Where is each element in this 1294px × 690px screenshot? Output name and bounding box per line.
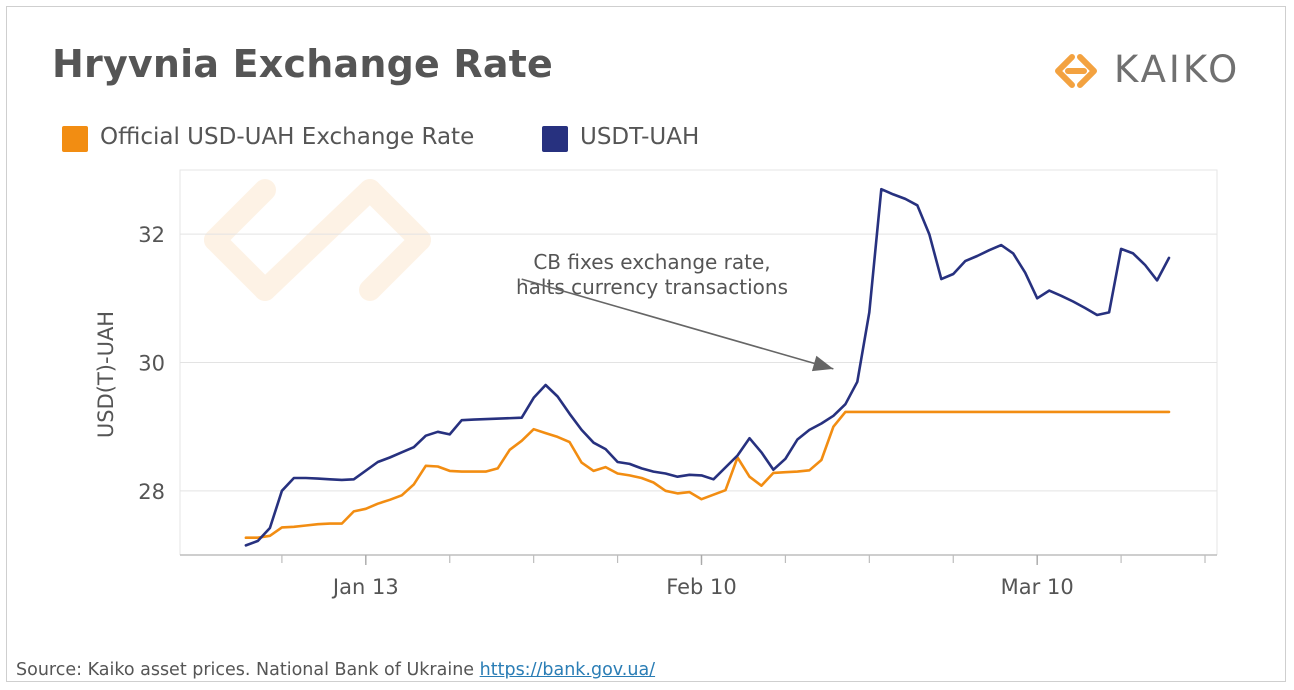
source-link[interactable]: https://bank.gov.ua/ [479, 660, 656, 680]
logo-text: KAIKO [1114, 48, 1241, 91]
source-text: Source: Kaiko asset prices. National Ban… [16, 660, 475, 680]
watermark-logo-icon [204, 179, 431, 301]
y-axis-label: USD(T)-UAH [94, 311, 118, 438]
x-tick-label: Feb 10 [666, 575, 737, 599]
series-usdt-uah-line [244, 187, 1171, 547]
legend-swatch-usdt [542, 126, 568, 152]
chart-card [6, 6, 1286, 682]
legend-label-usdt: USDT-UAH [580, 124, 700, 150]
series-official-usd-uah-line [244, 410, 1171, 540]
y-tick-label: 28 [138, 480, 165, 504]
legend-label-official: Official USD-UAH Exchange Rate [100, 124, 475, 150]
source-note: Source: Kaiko asset prices. National Ban… [16, 660, 655, 680]
kaiko-diamond-logo-icon [1055, 54, 1097, 88]
annotation-arrowhead [811, 355, 834, 372]
y-tick-label: 30 [138, 352, 165, 376]
annotation-line-2: halts currency transactions [516, 275, 788, 299]
y-tick-label: 32 [138, 223, 165, 247]
annotation-arrow-line [521, 278, 834, 370]
x-tick-label: Jan 13 [331, 575, 399, 599]
chart-title: Hryvnia Exchange Rate [52, 42, 554, 86]
legend-swatch-official [62, 126, 88, 152]
kaiko-logo: KAIKO [1050, 48, 1275, 92]
annotation-line-1: CB fixes exchange rate, [533, 250, 770, 274]
x-tick-label: Mar 10 [1001, 575, 1074, 599]
